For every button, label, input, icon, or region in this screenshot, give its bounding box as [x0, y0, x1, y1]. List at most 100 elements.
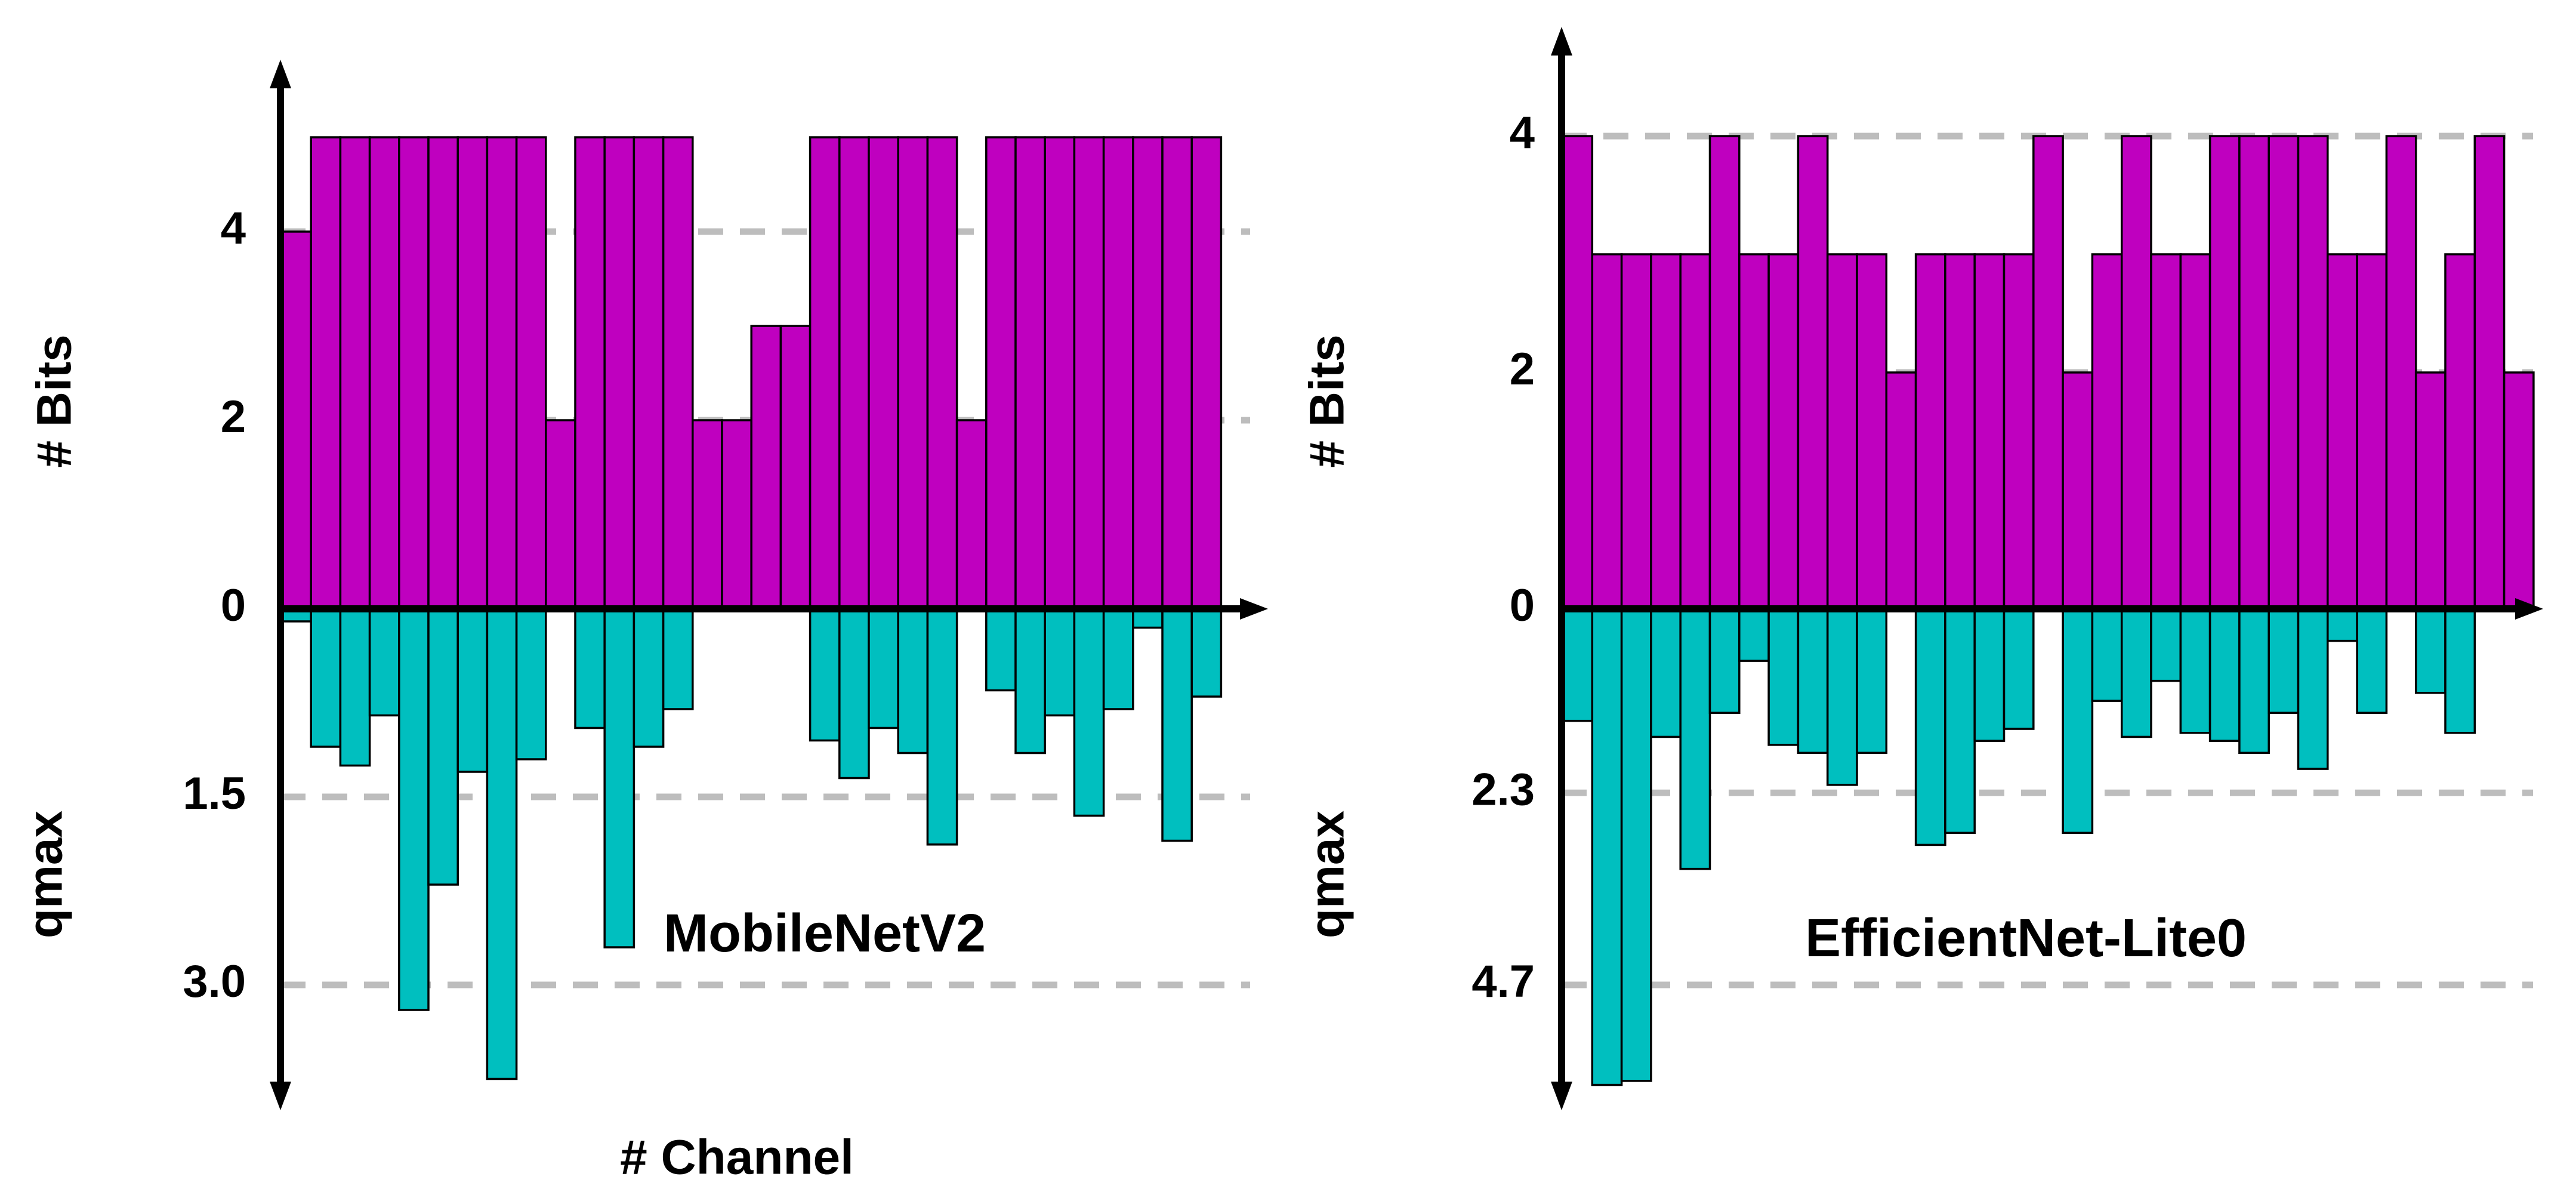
bits-bar — [897, 136, 929, 610]
qmax-bar — [1014, 608, 1046, 754]
bits-tick-label: 4 — [1510, 107, 1535, 158]
bits-bar — [2179, 253, 2211, 610]
bits-bar — [809, 136, 841, 610]
bits-bar — [1797, 135, 1829, 610]
bits-bar — [1014, 136, 1046, 610]
bits-bar — [1650, 253, 1682, 610]
bits-bar — [1132, 136, 1164, 610]
qmax-bar — [1044, 608, 1076, 717]
qmax-bar — [398, 608, 430, 1011]
qmax-bar — [1591, 608, 1623, 1086]
bits-bar — [2268, 135, 2300, 610]
bits-bar — [1944, 253, 1976, 610]
qmax-bar — [1708, 608, 1741, 715]
bits-bar — [339, 136, 371, 610]
qmax-bar — [809, 608, 841, 742]
qmax-bar — [1620, 608, 1652, 1082]
bits-bar — [1562, 135, 1594, 610]
qmax-bar — [1797, 608, 1829, 754]
qmax-bar — [662, 608, 694, 710]
y-axis-down-arrowhead — [270, 1082, 291, 1110]
qmax-bar — [574, 608, 606, 729]
bits-bar — [2297, 135, 2329, 610]
qmax-bar — [1767, 608, 1800, 746]
x-axis-label: # Channel — [620, 1131, 854, 1185]
bars — [1562, 135, 2535, 1086]
qmax-bar — [456, 608, 489, 773]
bits-bar — [1591, 253, 1623, 610]
qmax-bar — [633, 608, 665, 748]
qmax-bar — [2062, 608, 2094, 834]
bits-bar — [1102, 136, 1134, 610]
bits-bar — [427, 136, 459, 610]
qmax-bar — [1914, 608, 1946, 846]
bits-bar — [1679, 253, 1711, 610]
bits-bar — [2062, 371, 2094, 610]
bits-bar — [1885, 371, 1917, 610]
qmax-bar — [838, 608, 870, 780]
mobilenetv2-panel: 0 2 4 1.5 3.0 # Bits qmax # Channel MobileNe… — [18, 60, 1268, 1185]
qmax-bar — [1738, 608, 1770, 662]
qmax-bar — [926, 608, 958, 846]
x-axis-arrowhead — [1240, 598, 1268, 620]
bits-bar — [838, 136, 870, 610]
bits-bar — [456, 136, 489, 610]
qmax-bar — [2268, 608, 2300, 715]
bits-bar — [2208, 135, 2241, 610]
bits-bar — [603, 136, 635, 610]
axes — [1551, 27, 2543, 1110]
bits-bar — [2356, 253, 2388, 610]
bits-bar — [1708, 135, 1741, 610]
qmax-bar — [2327, 608, 2358, 642]
qmax-bar — [1650, 608, 1682, 738]
qmax-bar — [1679, 608, 1711, 870]
qmax-bar — [2208, 608, 2241, 742]
bits-bar — [2503, 371, 2535, 610]
bits-axis-label: # Bits — [1300, 334, 1355, 467]
bits-bar — [1073, 136, 1105, 610]
qmax-bar — [1856, 608, 1888, 754]
bits-bar — [692, 419, 723, 610]
qmax-axis-label: qmax — [18, 811, 73, 938]
y-axis-up-arrowhead — [1551, 27, 1572, 56]
bits-bar — [515, 136, 547, 610]
bits-bar — [868, 136, 899, 610]
qmax-bar — [1944, 608, 1976, 834]
bits-bar — [779, 325, 812, 610]
bits-bar — [2120, 135, 2152, 610]
qmax-bar — [2297, 608, 2329, 770]
bits-bar — [1044, 136, 1076, 610]
qmax-bar — [1826, 608, 1858, 786]
bits-bar — [926, 136, 958, 610]
qmax-bar — [868, 608, 899, 729]
bits-bar — [1190, 136, 1223, 610]
qmax-bar — [515, 608, 547, 760]
bits-bar — [2473, 135, 2506, 610]
bits-bar — [2444, 253, 2476, 610]
qmax-bar — [2444, 608, 2476, 734]
bits-bar — [2238, 135, 2270, 610]
qmax-bar — [2003, 608, 2035, 730]
bits-bar — [1914, 253, 1946, 610]
bits-bar — [633, 136, 665, 610]
qmax-bar — [1562, 608, 1594, 722]
bits-bar — [1826, 253, 1858, 610]
qmax-bar — [368, 608, 400, 717]
qmax-bar — [339, 608, 371, 767]
bits-bar — [1856, 253, 1888, 610]
qmax-bar — [1102, 608, 1134, 710]
qmax-bar — [897, 608, 929, 754]
qmax-bar — [1073, 608, 1105, 817]
bits-bar — [2032, 135, 2064, 610]
bits-bar — [2385, 135, 2417, 610]
bits-bar — [955, 419, 988, 610]
y-axis-up-arrowhead — [270, 60, 291, 88]
qmax-bar — [1190, 608, 1223, 698]
bits-bar — [2150, 253, 2182, 610]
model-annotation: EfficientNet-Lite0 — [1805, 908, 2247, 968]
bits-bar — [985, 136, 1017, 610]
bits-bar — [1738, 253, 1770, 610]
bits-bar — [750, 325, 782, 610]
qmax-tick-label: 4.7 — [1471, 956, 1535, 1007]
x-axis-arrowhead — [2515, 598, 2543, 620]
